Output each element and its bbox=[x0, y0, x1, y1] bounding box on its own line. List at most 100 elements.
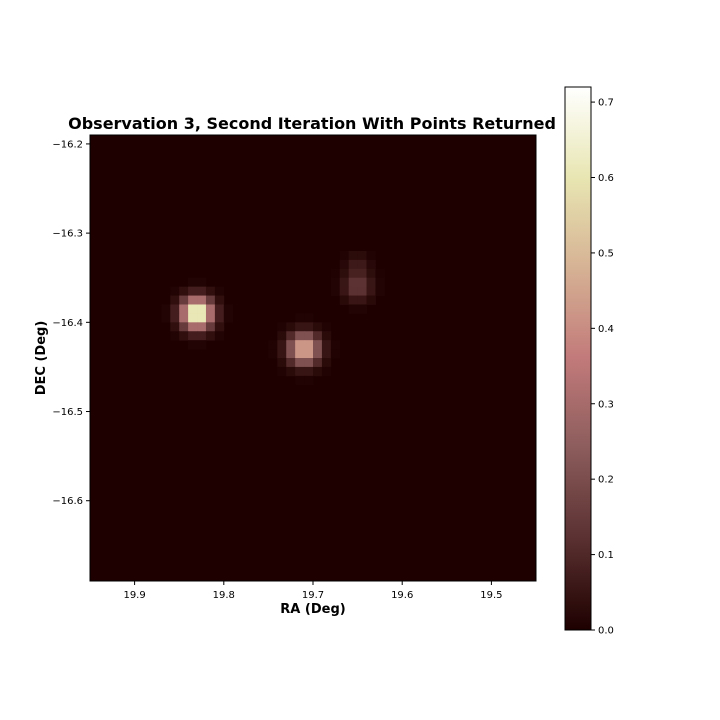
heatmap-cell bbox=[286, 331, 296, 341]
heatmap-cell bbox=[295, 322, 305, 332]
heatmap-cell bbox=[321, 349, 332, 359]
heatmap-cell bbox=[214, 313, 225, 323]
colorbar-ticks: 0.0 0.1 0.2 0.3 0.4 0.5 0.6 0.7 bbox=[591, 98, 614, 637]
heatmap-cell bbox=[304, 313, 314, 323]
y-tick-label: −16.5 bbox=[52, 407, 83, 418]
heatmap-cell bbox=[277, 322, 287, 332]
y-axis: −16.2 −16.3 −16.4 −16.5 −16.6 bbox=[52, 139, 90, 507]
heatmap-cell bbox=[286, 358, 296, 368]
heatmap-cell bbox=[339, 250, 350, 261]
heatmap-cell bbox=[214, 286, 225, 296]
heatmap-cell bbox=[366, 286, 376, 296]
heatmap-cell bbox=[205, 304, 216, 314]
heatmap-cell bbox=[295, 358, 305, 368]
plot-title: Observation 3, Second Iteration With Poi… bbox=[68, 114, 556, 133]
heatmap-cell bbox=[321, 358, 332, 368]
heatmap-cell bbox=[197, 331, 207, 341]
y-axis-title: DEC (Deg) bbox=[34, 321, 49, 396]
heatmap-cell bbox=[375, 268, 385, 279]
heatmap-cell bbox=[357, 259, 367, 270]
heatmap-cell bbox=[277, 349, 287, 359]
heatmap-cell bbox=[286, 322, 296, 332]
heatmap-cell bbox=[188, 331, 198, 341]
heatmap-cell bbox=[295, 331, 305, 341]
heatmap-cell bbox=[357, 304, 367, 314]
heatmap-cell bbox=[197, 322, 207, 332]
x-axis-title: RA (Deg) bbox=[280, 602, 345, 617]
heatmap-cell bbox=[205, 313, 216, 323]
y-tick-label: −16.3 bbox=[52, 229, 83, 240]
heatmap-cell bbox=[223, 313, 234, 323]
heatmap-cell bbox=[321, 322, 332, 332]
colorbar-gradient bbox=[564, 86, 592, 631]
colorbar-tick-label: 0.7 bbox=[598, 98, 614, 109]
heatmap-cell bbox=[179, 322, 189, 332]
heatmap-cell bbox=[286, 340, 296, 350]
heatmap-cell bbox=[313, 358, 323, 368]
x-tick-label: 19.9 bbox=[123, 590, 145, 601]
heatmap-cell bbox=[339, 268, 350, 279]
heatmap-cell bbox=[197, 340, 207, 350]
heatmap-cell bbox=[170, 331, 180, 341]
heatmap-cell bbox=[348, 250, 358, 261]
heatmap-cell bbox=[357, 277, 367, 288]
heatmap-cell bbox=[188, 313, 198, 323]
heatmap-cell bbox=[357, 286, 367, 296]
heatmap-cell bbox=[170, 286, 180, 296]
heatmap-cell bbox=[188, 322, 198, 332]
heatmap-cell bbox=[348, 286, 358, 296]
heatmap-cell bbox=[197, 295, 207, 305]
heatmap-cell bbox=[295, 340, 305, 350]
heatmap-cell bbox=[188, 295, 198, 305]
heatmap-cell bbox=[321, 340, 332, 350]
heatmap-cell bbox=[268, 340, 278, 350]
heatmap-cell bbox=[170, 304, 180, 314]
y-tick-label: −16.4 bbox=[52, 318, 83, 329]
heatmap-cell bbox=[304, 322, 314, 332]
heatmap-cell bbox=[339, 286, 350, 296]
heatmap-cell bbox=[339, 277, 350, 288]
heatmap-cell bbox=[330, 349, 341, 359]
heatmap-cell bbox=[348, 304, 358, 314]
colorbar-tick-label: 0.4 bbox=[598, 324, 614, 335]
heatmap-cell bbox=[197, 277, 207, 288]
heatmap-cell bbox=[277, 340, 287, 350]
x-axis: 19.9 19.8 19.7 19.6 19.5 bbox=[123, 581, 503, 601]
heatmap-cell bbox=[295, 349, 305, 359]
heatmap-cell bbox=[313, 349, 323, 359]
heatmap-cell bbox=[357, 250, 367, 261]
heatmap-cell bbox=[313, 322, 323, 332]
heatmap-cell bbox=[295, 313, 305, 323]
x-tick-label: 19.5 bbox=[480, 590, 502, 601]
heatmap-cell bbox=[330, 286, 341, 296]
heatmap-cell bbox=[205, 295, 216, 305]
heatmap-cell bbox=[330, 277, 341, 288]
heatmap-cell bbox=[179, 331, 189, 341]
heatmap-plot bbox=[89, 134, 537, 582]
heatmap-cell bbox=[214, 331, 225, 341]
heatmap-cell bbox=[277, 331, 287, 341]
colorbar: 0.0 0.1 0.2 0.3 0.4 0.5 0.6 0.7 bbox=[564, 86, 614, 637]
heatmap-cell bbox=[197, 313, 207, 323]
heatmap-cell bbox=[304, 331, 314, 341]
heatmap-cell bbox=[304, 340, 314, 350]
heatmap-cell bbox=[339, 295, 350, 305]
heatmap-cell bbox=[179, 286, 189, 296]
heatmap-cell bbox=[277, 366, 287, 377]
heatmap-cell bbox=[366, 295, 376, 305]
heatmap-cell bbox=[304, 358, 314, 368]
heatmap-cell bbox=[304, 349, 314, 359]
heatmap-cell bbox=[223, 304, 234, 314]
heatmap-cell bbox=[375, 277, 385, 288]
heatmap-cell bbox=[205, 331, 216, 341]
heatmap-cell bbox=[214, 304, 225, 314]
heatmap-cell bbox=[170, 322, 180, 332]
colorbar-tick-label: 0.1 bbox=[598, 550, 614, 561]
colorbar-tick-label: 0.3 bbox=[598, 399, 614, 410]
heatmap-cell bbox=[170, 295, 180, 305]
heatmap-cell bbox=[214, 295, 225, 305]
heatmap-cell bbox=[348, 268, 358, 279]
colorbar-tick-label: 0.6 bbox=[598, 173, 614, 184]
y-tick-label: −16.6 bbox=[52, 496, 83, 507]
